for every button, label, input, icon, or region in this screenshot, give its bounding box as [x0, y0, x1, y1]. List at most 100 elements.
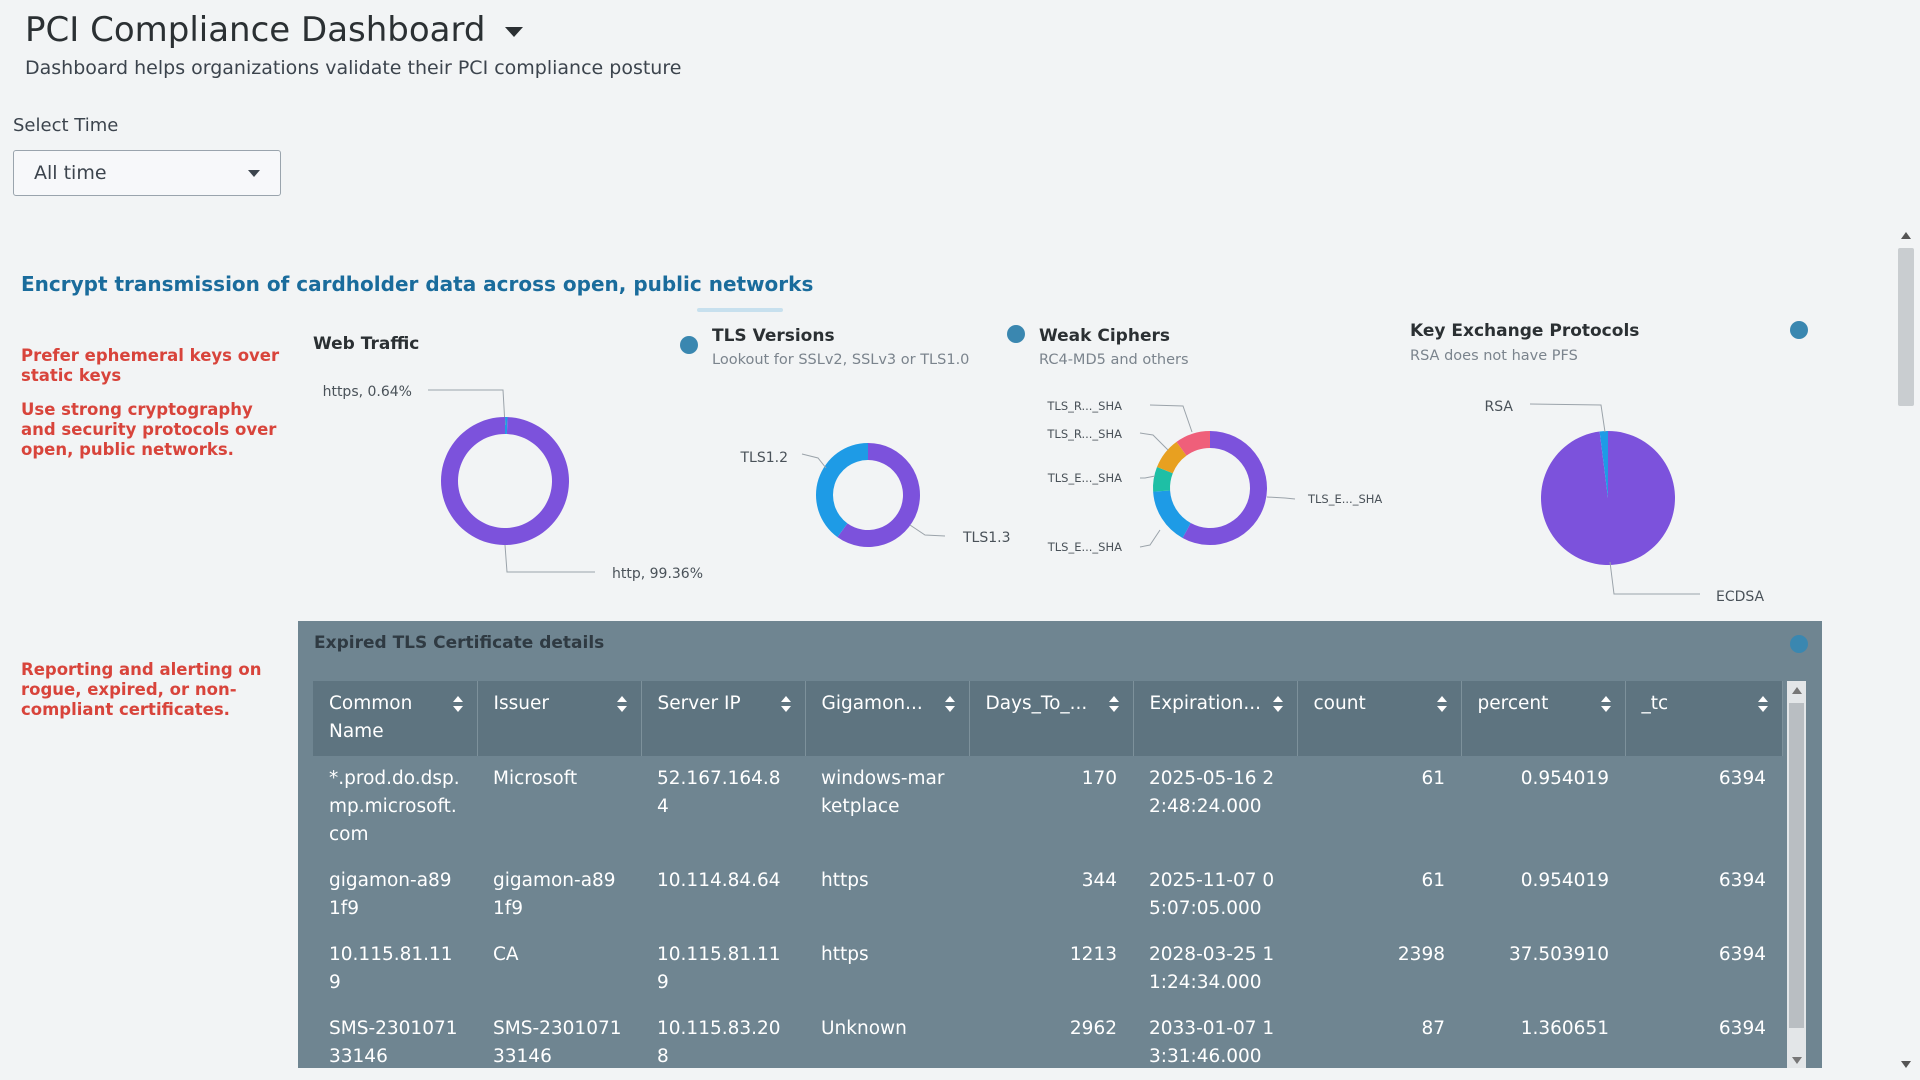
- table-cell: Microsoft: [493, 768, 578, 789]
- caret-down-icon[interactable]: [505, 27, 524, 37]
- time-input-label: Select Time: [13, 115, 119, 136]
- page-scroll-down-icon[interactable]: [1901, 1061, 1911, 1068]
- pie-slice[interactable]: [1153, 490, 1191, 538]
- column-header[interactable]: Days_To_...: [969, 681, 1134, 756]
- table-cell: CA: [493, 944, 519, 965]
- label-leader-line: [1140, 475, 1156, 479]
- key-exchange-legend-dot[interactable]: [1790, 321, 1808, 339]
- slice-label: ECDSA: [1716, 589, 1765, 605]
- chart-1: TLS1.3 TLS1.2: [739, 443, 1011, 547]
- column-header[interactable]: Expiration...: [1133, 681, 1298, 756]
- sort-icon[interactable]: [1600, 696, 1611, 714]
- table-cell: 2028-03-25 11:24:34.000: [1149, 944, 1275, 993]
- table-cell: *.prod.do.dsp.mp.microsoft.com: [329, 768, 460, 845]
- label-leader-line: [909, 524, 946, 537]
- table-cell: 37.503910: [1508, 944, 1609, 965]
- note-ephemeral-keys: Prefer ephemeral keys over static keys: [21, 346, 280, 385]
- slice-label: TLS_E..._SHA: [1307, 492, 1382, 506]
- scroll-down-icon[interactable]: [1792, 1057, 1802, 1064]
- sort-icon[interactable]: [1272, 696, 1283, 714]
- slice-label: TLS1.3: [962, 530, 1011, 546]
- sort-icon[interactable]: [1108, 696, 1119, 714]
- column-header-label: Expiration...: [1149, 693, 1262, 714]
- charts-area: https, 0.64% http, 99.36% TLS1.3 TLS1.2 TLS_…: [323, 384, 1765, 605]
- column-header-label: Issuer: [493, 693, 549, 714]
- table-cell: 170: [1081, 768, 1117, 789]
- pie-slice[interactable]: [837, 443, 921, 547]
- column-header[interactable]: Server IP: [641, 681, 806, 756]
- table-row[interactable]: gigamon-a891f9 gigamon-a891f9 10.114.84.64…: [313, 858, 1782, 932]
- table-row[interactable]: 10.115.81.119 CA 10.115.81.119 https 1213 202…: [313, 932, 1782, 1006]
- table-cell: 0.954019: [1520, 768, 1609, 789]
- pie-slice[interactable]: [1157, 441, 1187, 474]
- table-row[interactable]: *.prod.do.dsp.mp.microsoft.com Microsoft 5…: [313, 756, 1782, 858]
- table-cell: 2025-11-07 05:07:05.000: [1149, 870, 1275, 919]
- tls-versions-subtitle: Lookout for SSLv2, SSLv3 or TLS1.0: [712, 352, 970, 368]
- key-exchange-title: Key Exchange Protocols: [1410, 321, 1640, 341]
- panel-resize-handle[interactable]: [697, 308, 783, 312]
- table-cell: 6394: [1718, 768, 1766, 789]
- pie-slice[interactable]: [815, 443, 868, 538]
- slice-label: http, 99.36%: [612, 566, 703, 582]
- chart-0: https, 0.64% http, 99.36%: [323, 384, 703, 582]
- table-cell: 10.115.81.119: [657, 944, 781, 993]
- label-leader-line: [1529, 403, 1606, 433]
- table-cell: 1.360651: [1520, 1018, 1609, 1039]
- chevron-down-icon: [248, 170, 260, 177]
- pie-slice[interactable]: [505, 417, 508, 435]
- table-scrollbar[interactable]: [1787, 681, 1806, 1068]
- sort-icon[interactable]: [780, 696, 791, 714]
- column-header[interactable]: Gigamon...: [805, 681, 970, 756]
- sort-icon[interactable]: [1757, 696, 1768, 714]
- table-cell: 10.114.84.64: [657, 870, 781, 891]
- sort-icon[interactable]: [944, 696, 955, 714]
- table-scroll-thumb[interactable]: [1789, 703, 1804, 1028]
- web-traffic-title: Web Traffic: [313, 334, 420, 354]
- scroll-up-icon[interactable]: [1792, 687, 1802, 694]
- pie-slice[interactable]: [1176, 431, 1210, 456]
- cert-table: Common Name Issuer Server IP Gigamon... Days…: [313, 681, 1783, 1068]
- weak-ciphers-legend-dot[interactable]: [1007, 325, 1025, 343]
- slice-label: TLS_E..._SHA: [1047, 471, 1122, 485]
- page-subtitle: Dashboard helps organizations validate t…: [25, 57, 682, 79]
- pie-slice[interactable]: [1153, 467, 1173, 492]
- tls-versions-title: TLS Versions: [712, 326, 835, 346]
- table-cell: gigamon-a891f9: [493, 870, 616, 919]
- slice-label: TLS_E..._SHA: [1047, 540, 1122, 554]
- column-header[interactable]: _tc: [1625, 681, 1783, 756]
- table-cell: 10.115.81.119: [329, 944, 453, 993]
- table-cell: 6394: [1718, 1018, 1766, 1039]
- table-cell: Unknown: [821, 1018, 907, 1039]
- table-cell: windows-marketplace: [821, 768, 945, 817]
- pie-slice[interactable]: [441, 417, 570, 545]
- page-title[interactable]: PCI Compliance Dashboard: [25, 10, 524, 50]
- time-select-dropdown[interactable]: All time: [13, 150, 281, 196]
- sort-icon[interactable]: [1436, 696, 1447, 714]
- page-scroll-thumb[interactable]: [1898, 248, 1914, 406]
- table-cell: 2398: [1397, 944, 1445, 965]
- column-header[interactable]: percent: [1461, 681, 1626, 756]
- label-leader-line: [428, 389, 506, 426]
- table-legend-dot[interactable]: [1790, 635, 1808, 653]
- column-header-label: Server IP: [657, 693, 741, 714]
- column-header-label: _tc: [1641, 693, 1669, 714]
- tls-versions-legend-dot[interactable]: [680, 336, 698, 354]
- page-scroll-up-icon[interactable]: [1901, 232, 1911, 239]
- pie-slice[interactable]: [1182, 431, 1267, 545]
- table-row[interactable]: SMS-230107133146 SMS-230107133146 10.115.8…: [313, 1006, 1782, 1068]
- column-header[interactable]: Issuer: [477, 681, 642, 756]
- column-header-label: count: [1313, 693, 1366, 714]
- table-cell: 61: [1421, 768, 1445, 789]
- page-scrollbar[interactable]: [1896, 228, 1916, 1070]
- sort-icon[interactable]: [616, 696, 627, 714]
- table-cell: 2962: [1069, 1018, 1117, 1039]
- column-header[interactable]: Common Name: [313, 681, 478, 756]
- pie-slice[interactable]: [1599, 431, 1608, 498]
- label-leader-line: [1609, 561, 1700, 595]
- time-select-value: All time: [34, 162, 107, 184]
- column-header[interactable]: count: [1297, 681, 1462, 756]
- label-leader-line: [1139, 432, 1169, 451]
- sort-icon[interactable]: [452, 696, 463, 714]
- column-header-label: Days_To_...: [985, 693, 1088, 714]
- table-cell: 6394: [1718, 870, 1766, 891]
